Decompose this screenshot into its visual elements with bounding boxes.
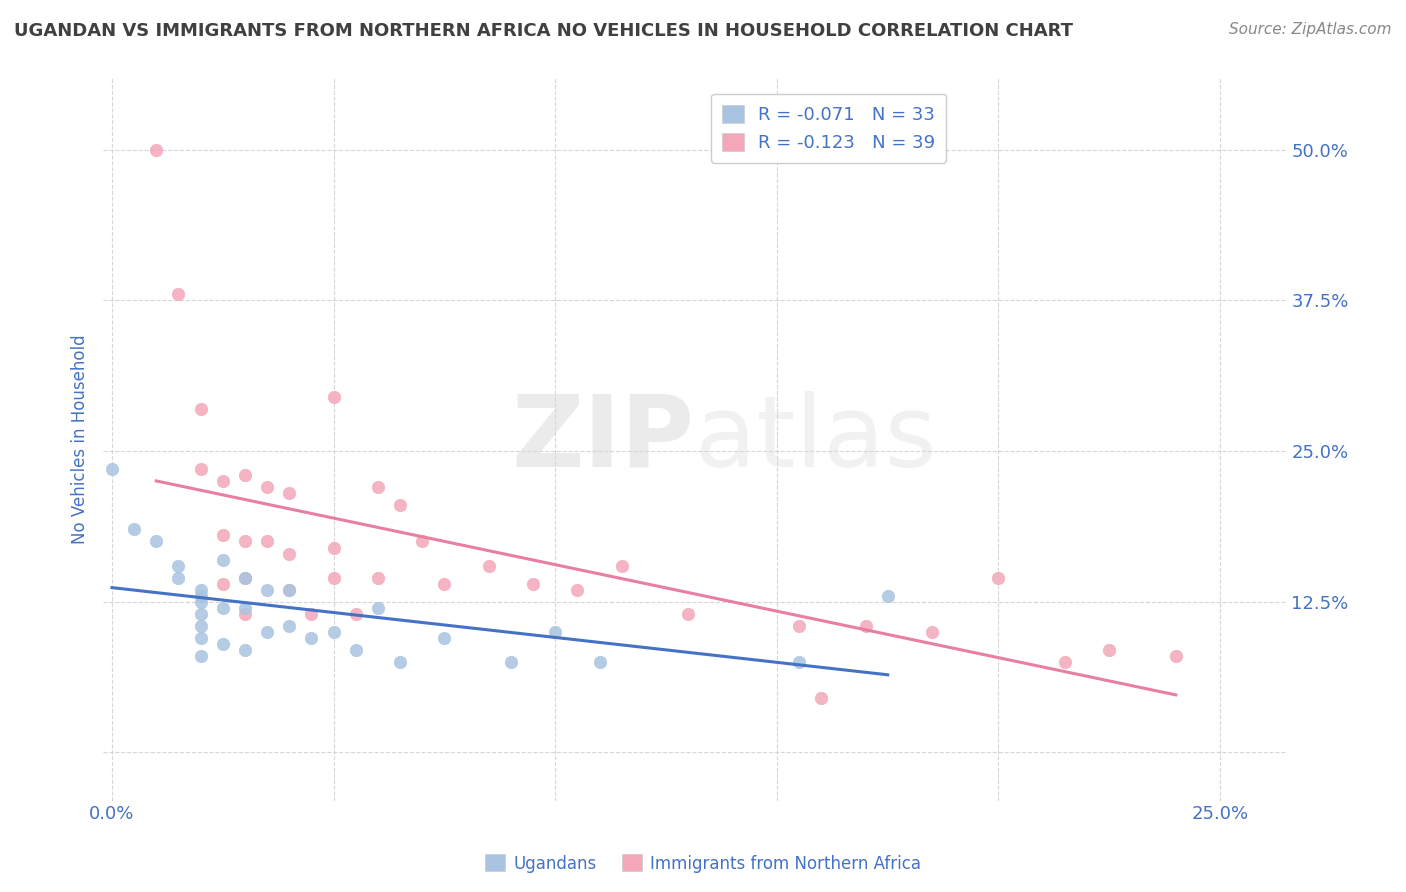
Point <box>610 558 633 573</box>
Point <box>211 552 233 566</box>
Point <box>190 582 212 597</box>
Point <box>233 643 256 657</box>
Point <box>233 607 256 621</box>
Point <box>278 582 301 597</box>
Point <box>190 619 212 633</box>
Point <box>167 558 190 573</box>
Point <box>256 624 278 639</box>
Point <box>522 576 544 591</box>
Point <box>256 582 278 597</box>
Point <box>389 499 412 513</box>
Point <box>411 534 433 549</box>
Point <box>367 600 389 615</box>
Point <box>787 655 810 669</box>
Text: UGANDAN VS IMMIGRANTS FROM NORTHERN AFRICA NO VEHICLES IN HOUSEHOLD CORRELATION : UGANDAN VS IMMIGRANTS FROM NORTHERN AFRI… <box>14 22 1073 40</box>
Point <box>233 534 256 549</box>
Point <box>278 619 301 633</box>
Point <box>855 619 877 633</box>
Point <box>544 624 567 639</box>
Point <box>190 462 212 476</box>
Point <box>876 589 898 603</box>
Point <box>233 571 256 585</box>
Point <box>322 571 344 585</box>
Point <box>278 486 301 500</box>
Point <box>433 576 456 591</box>
Text: atlas: atlas <box>695 391 936 488</box>
Point <box>190 648 212 663</box>
Point <box>567 582 589 597</box>
Point <box>301 607 323 621</box>
Point <box>499 655 522 669</box>
Point <box>256 480 278 494</box>
Point <box>921 624 943 639</box>
Point <box>987 571 1010 585</box>
Point <box>278 547 301 561</box>
Point <box>167 287 190 301</box>
Point <box>344 643 367 657</box>
Text: Source: ZipAtlas.com: Source: ZipAtlas.com <box>1229 22 1392 37</box>
Point <box>190 631 212 645</box>
Point <box>101 462 124 476</box>
Point <box>1053 655 1076 669</box>
Point <box>211 528 233 542</box>
Point <box>233 571 256 585</box>
Point <box>367 571 389 585</box>
Point <box>256 534 278 549</box>
Point <box>190 589 212 603</box>
Point <box>190 607 212 621</box>
Point <box>122 523 145 537</box>
Point <box>478 558 501 573</box>
Point <box>322 541 344 555</box>
Point <box>145 534 167 549</box>
Point <box>190 595 212 609</box>
Point <box>389 655 412 669</box>
Point <box>344 607 367 621</box>
Legend: R = -0.071   N = 33, R = -0.123   N = 39: R = -0.071 N = 33, R = -0.123 N = 39 <box>711 94 946 163</box>
Point <box>676 607 699 621</box>
Text: ZIP: ZIP <box>512 391 695 488</box>
Point <box>322 624 344 639</box>
Y-axis label: No Vehicles in Household: No Vehicles in Household <box>72 334 89 544</box>
Point <box>810 691 832 706</box>
Legend: Ugandans, Immigrants from Northern Africa: Ugandans, Immigrants from Northern Afric… <box>478 847 928 880</box>
Point <box>787 619 810 633</box>
Point <box>167 571 190 585</box>
Point <box>367 480 389 494</box>
Point <box>190 401 212 416</box>
Point <box>211 600 233 615</box>
Point <box>1164 648 1187 663</box>
Point <box>322 390 344 404</box>
Point <box>233 468 256 483</box>
Point <box>211 576 233 591</box>
Point <box>145 143 167 157</box>
Point <box>211 637 233 651</box>
Point <box>211 474 233 488</box>
Point <box>588 655 610 669</box>
Point <box>433 631 456 645</box>
Point <box>301 631 323 645</box>
Point <box>233 600 256 615</box>
Point <box>278 582 301 597</box>
Point <box>1098 643 1121 657</box>
